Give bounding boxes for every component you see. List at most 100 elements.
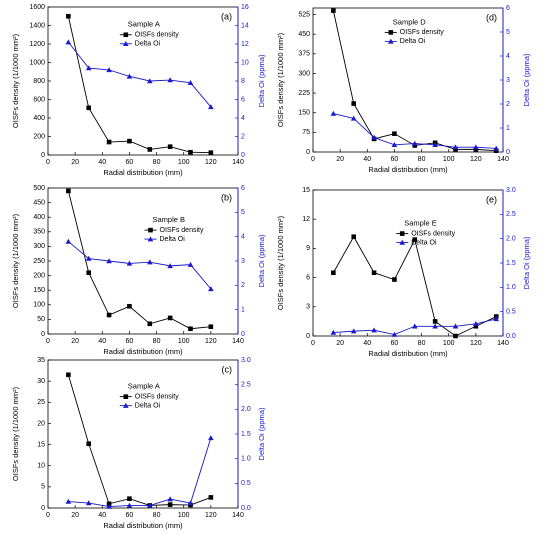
x-tick-label: 20 — [71, 512, 79, 519]
x-tick-label: 120 — [205, 338, 217, 345]
marker — [208, 104, 214, 110]
marker — [167, 496, 173, 502]
legend-title: Sample B — [153, 215, 186, 224]
marker — [350, 328, 357, 334]
x-tick-label: 20 — [336, 156, 344, 163]
marker — [85, 255, 92, 261]
y-tick-label: 400 — [33, 214, 45, 221]
y-tick-label: 150 — [298, 110, 310, 117]
y2-tick-label: 1.0 — [241, 456, 251, 463]
x-tick-label: 0 — [311, 340, 315, 347]
y2-axis-label: Delta Oi (ppma) — [522, 53, 531, 106]
x-axis-label: Radial distribution (mm) — [103, 347, 183, 356]
y2-tick-label: 6 — [241, 185, 245, 192]
x-axis-label: Radial distribution (mm) — [368, 165, 448, 174]
legend-title: Sample E — [404, 219, 437, 228]
plot-frame — [47, 187, 239, 335]
legend-title: Sample D — [393, 17, 427, 26]
x-tick-label: 140 — [497, 340, 509, 347]
y2-tick-label: 4 — [241, 234, 245, 241]
marker — [399, 239, 405, 245]
x-tick-label: 60 — [126, 159, 134, 166]
y-tick-label: 15 — [302, 187, 310, 194]
marker — [123, 402, 129, 408]
marker — [351, 101, 357, 106]
y2-tick-label: 3.0 — [506, 187, 516, 194]
y-axis-label: OISFs density (1/1000 mm²) — [11, 33, 20, 128]
series-line — [67, 16, 211, 154]
y-axis-label: OISFs density (1/1000 mm²) — [11, 386, 20, 481]
marker — [187, 500, 194, 506]
marker — [371, 327, 377, 333]
marker — [493, 145, 500, 151]
y2-tick-label: 5 — [506, 29, 510, 36]
panel-label: (c) — [222, 364, 233, 374]
marker — [106, 312, 112, 318]
marker — [127, 303, 132, 309]
y-tick-label: 350 — [33, 229, 45, 236]
y-tick-label: 6 — [306, 274, 310, 281]
marker — [399, 231, 405, 236]
x-tick-label: 20 — [71, 338, 79, 345]
y-tick-label: 1600 — [29, 4, 45, 11]
x-tick-label: 0 — [46, 338, 50, 345]
x-tick-label: 80 — [418, 156, 426, 163]
marker — [388, 38, 394, 44]
marker — [188, 326, 193, 332]
x-tick-label: 40 — [98, 338, 106, 345]
marker — [331, 270, 336, 276]
marker — [208, 435, 214, 441]
y2-tick-label: 0.0 — [241, 505, 251, 512]
y-tick-label: 10 — [37, 463, 45, 470]
marker — [452, 144, 459, 150]
x-tick-label: 80 — [153, 338, 161, 345]
marker — [188, 149, 193, 155]
plot-frame — [312, 189, 504, 337]
legend-label: Delta Oi — [160, 236, 186, 243]
x-tick-label: 100 — [178, 338, 190, 345]
plot-frame — [47, 6, 239, 156]
x-axis-label: Radial distribution (mm) — [103, 521, 183, 530]
marker — [126, 260, 133, 266]
marker — [432, 323, 438, 329]
x-tick-label: 100 — [443, 156, 455, 163]
marker — [391, 142, 398, 147]
y-tick-label: 5 — [41, 484, 45, 491]
y-tick-label: 600 — [33, 96, 45, 103]
x-tick-label: 60 — [126, 338, 134, 345]
legend-label: Delta Oi — [135, 402, 161, 409]
series-line — [67, 190, 211, 330]
marker — [371, 134, 377, 140]
y2-tick-label: 2.5 — [506, 211, 516, 218]
y2-tick-label: 0.0 — [506, 333, 516, 340]
panel: 0 20 40 60 80 100 120 140 0 3 6 9 12 15 0.0 0.5 1.0 1.5 2.… — [276, 187, 531, 358]
marker — [493, 148, 499, 153]
marker — [187, 80, 194, 86]
y-tick-label: 0 — [306, 333, 310, 340]
series-line — [68, 437, 212, 507]
panel-label: (a) — [221, 11, 232, 21]
marker — [473, 323, 479, 329]
x-tick-label: 120 — [470, 156, 482, 163]
y2-tick-label: 1 — [506, 125, 510, 132]
y-tick-label: 0 — [41, 152, 45, 159]
y-tick-label: 1000 — [29, 59, 45, 66]
legend-title: Sample A — [128, 20, 160, 29]
marker — [123, 32, 129, 38]
y2-tick-label: 1.0 — [506, 284, 516, 291]
x-tick-label: 140 — [232, 159, 244, 166]
y2-tick-label: 1 — [241, 307, 245, 314]
marker — [350, 115, 357, 121]
marker — [86, 441, 92, 447]
x-tick-label: 0 — [311, 156, 315, 163]
x-axis-label: Radial distribution (mm) — [368, 349, 448, 358]
x-tick-label: 80 — [153, 512, 161, 519]
y2-tick-label: 3 — [506, 77, 510, 84]
legend-title: Sample A — [128, 382, 160, 391]
x-tick-label: 60 — [391, 340, 399, 347]
marker — [208, 324, 214, 329]
panel: 0 20 40 60 80 100 120 1400501001502002503003504… — [11, 185, 266, 356]
marker — [123, 394, 129, 399]
panel: 0 20 40 60 80 100 120 1400200400600800100012001… — [11, 4, 266, 177]
x-tick-label: 120 — [470, 340, 482, 347]
